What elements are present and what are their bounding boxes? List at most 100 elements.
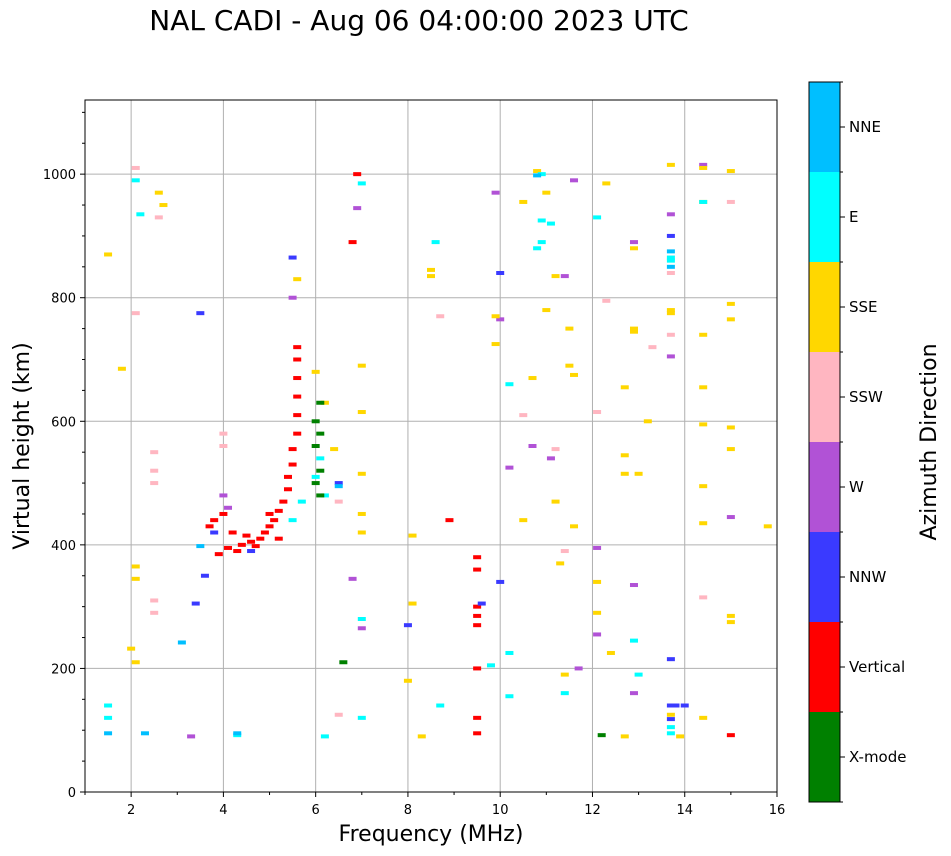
data-point-sse (565, 363, 574, 368)
data-point-sse (620, 734, 629, 739)
data-point-vertical (726, 733, 735, 738)
data-point-w (593, 632, 602, 637)
data-point-nnw (496, 271, 505, 275)
data-point-vertical (283, 487, 292, 492)
data-point-e (629, 638, 638, 643)
data-point-vertical (473, 613, 482, 618)
data-point-w (288, 295, 297, 300)
data-point-sse (676, 734, 685, 739)
data-point-sse (357, 530, 366, 535)
data-point-e (436, 703, 445, 708)
data-point-x-mode (316, 400, 325, 405)
data-point-vertical (260, 530, 269, 535)
data-point-vertical (283, 474, 292, 479)
data-point-sse (634, 471, 643, 476)
data-point-sse (726, 620, 735, 625)
data-point-sse (417, 734, 426, 739)
data-point-sse (606, 650, 615, 655)
data-point-vertical (473, 623, 482, 628)
data-point-w (629, 583, 638, 588)
colorbar-tick-label: W (849, 478, 864, 496)
data-point-vertical (237, 542, 246, 547)
data-point-ssw (666, 332, 675, 337)
data-point-sse (726, 613, 735, 618)
colorbar-segment (809, 622, 840, 712)
data-point-sse (131, 564, 140, 569)
data-point-vertical (293, 376, 302, 381)
data-point-vertical (242, 533, 251, 538)
data-point-sse (551, 499, 560, 504)
data-point-w (629, 691, 638, 696)
data-point-vertical (293, 345, 302, 350)
data-point-sse (620, 471, 629, 476)
data-point-w (593, 545, 602, 550)
data-point-e (666, 725, 675, 730)
data-point-sse (726, 317, 735, 322)
data-point-e (505, 694, 514, 699)
data-point-vertical (224, 545, 233, 550)
data-point-e (311, 474, 320, 479)
data-point-vertical (473, 731, 482, 736)
data-point-sse (593, 579, 602, 584)
colorbar-tick-label: SSW (849, 388, 883, 406)
data-point-w (219, 493, 228, 498)
data-point-sse (593, 610, 602, 615)
data-point-vertical (274, 536, 283, 541)
data-point-sse (666, 308, 675, 313)
data-point-vertical (274, 508, 283, 513)
data-point-nnw (671, 703, 680, 708)
data-point-e (537, 218, 546, 223)
data-point-sse (629, 246, 638, 251)
data-point-sse (330, 447, 339, 452)
data-point-sse (643, 419, 652, 424)
data-point-sse (629, 329, 638, 334)
data-point-vertical (233, 549, 242, 554)
data-point-nnw (666, 717, 675, 722)
data-points (104, 162, 772, 739)
colorbar-tick-label: Vertical (849, 658, 905, 676)
data-point-e (533, 246, 542, 251)
data-point-sse (357, 471, 366, 476)
y-axis-ticks: 0 200 400 600 800 1000 (43, 111, 85, 801)
data-point-sse (565, 326, 574, 331)
data-point-sse (528, 376, 537, 381)
data-point-w (496, 317, 505, 322)
data-point-sse (699, 422, 708, 427)
data-point-e (634, 672, 643, 677)
data-point-ssw (150, 468, 159, 473)
data-point-e (104, 703, 113, 708)
data-point-vertical (228, 530, 237, 535)
data-point-sse (357, 410, 366, 415)
data-point-e (104, 715, 113, 720)
data-point-ssw (666, 271, 675, 275)
data-point-e (131, 178, 140, 183)
data-point-ssw (436, 314, 445, 319)
data-point-sse (763, 524, 772, 529)
data-point-sse (117, 366, 126, 371)
data-point-w (353, 206, 362, 211)
data-point-w (574, 666, 583, 671)
data-point-vertical (473, 567, 482, 572)
x-axis-ticks: 2 4 6 8 10 12 14 16 (84, 792, 785, 818)
data-point-vertical (270, 518, 279, 523)
data-point-sse (519, 518, 528, 523)
data-point-sse (602, 181, 611, 186)
y-tick-label: 0 (68, 786, 76, 801)
data-point-sse (570, 524, 579, 529)
data-point-vertical (293, 394, 302, 399)
data-point-w (348, 576, 357, 581)
data-point-sse (127, 646, 136, 651)
data-point-nnw (334, 481, 343, 486)
data-point-nnw (496, 579, 505, 584)
data-point-nne (104, 731, 113, 736)
data-point-ssw (150, 610, 159, 615)
x-axis-label: Frequency (MHz) (339, 822, 524, 847)
data-point-e (505, 650, 514, 655)
colorbar-segment (809, 262, 840, 352)
data-point-vertical (473, 555, 482, 560)
data-point-e (666, 255, 675, 260)
data-point-e (431, 240, 440, 245)
data-point-x-mode (311, 444, 320, 448)
data-point-vertical (251, 544, 260, 549)
